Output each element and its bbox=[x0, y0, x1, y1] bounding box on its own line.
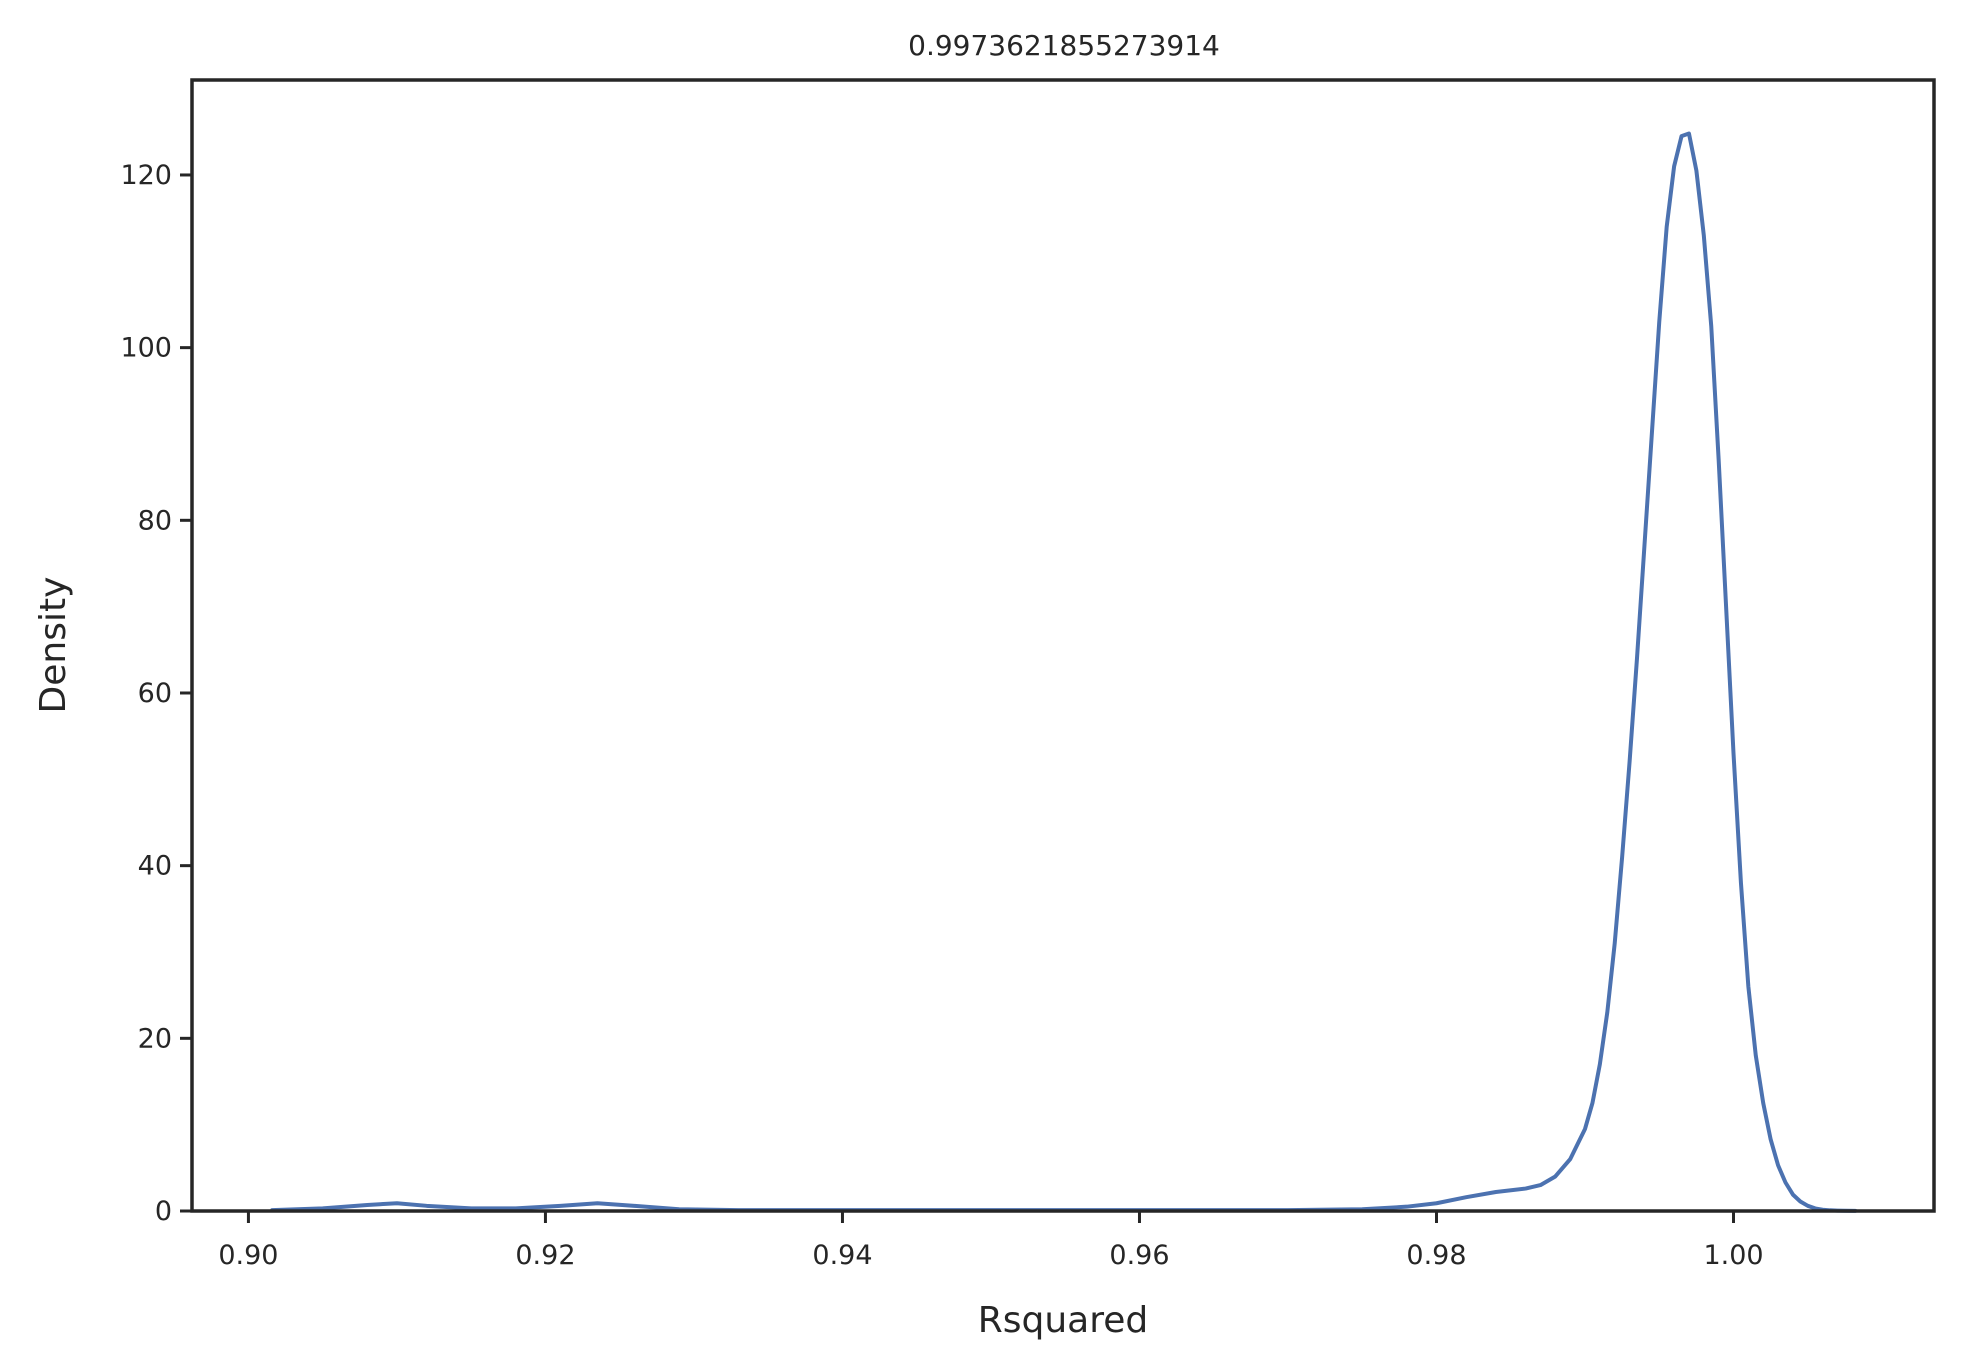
x-tick-label: 0.90 bbox=[218, 1240, 278, 1271]
x-axis-ticks: 0.90 0.92 0.94 0.96 0.98 1.00 bbox=[218, 1211, 1764, 1271]
y-axis-label: Density bbox=[33, 577, 74, 714]
y-axis-ticks: 0 20 40 60 80 100 120 bbox=[120, 160, 192, 1227]
y-tick-label: 100 bbox=[120, 333, 172, 364]
y-tick-label: 40 bbox=[138, 851, 172, 882]
y-tick-label: 80 bbox=[138, 505, 172, 536]
y-tick-label: 120 bbox=[120, 160, 172, 191]
x-tick-label: 0.92 bbox=[515, 1240, 575, 1271]
x-tick-label: 0.96 bbox=[1109, 1240, 1169, 1271]
plot-frame bbox=[190, 78, 1936, 1213]
x-tick-label: 1.00 bbox=[1703, 1240, 1763, 1271]
x-tick-label: 0.94 bbox=[812, 1240, 872, 1271]
y-tick-label: 60 bbox=[138, 678, 172, 709]
y-tick-label: 20 bbox=[138, 1023, 172, 1054]
x-tick-label: 0.98 bbox=[1406, 1240, 1466, 1271]
x-axis-label: Rsquared bbox=[978, 1300, 1149, 1341]
chart-title: 0.9973621855273914 bbox=[908, 29, 1220, 62]
y-tick-label: 0 bbox=[155, 1196, 172, 1227]
